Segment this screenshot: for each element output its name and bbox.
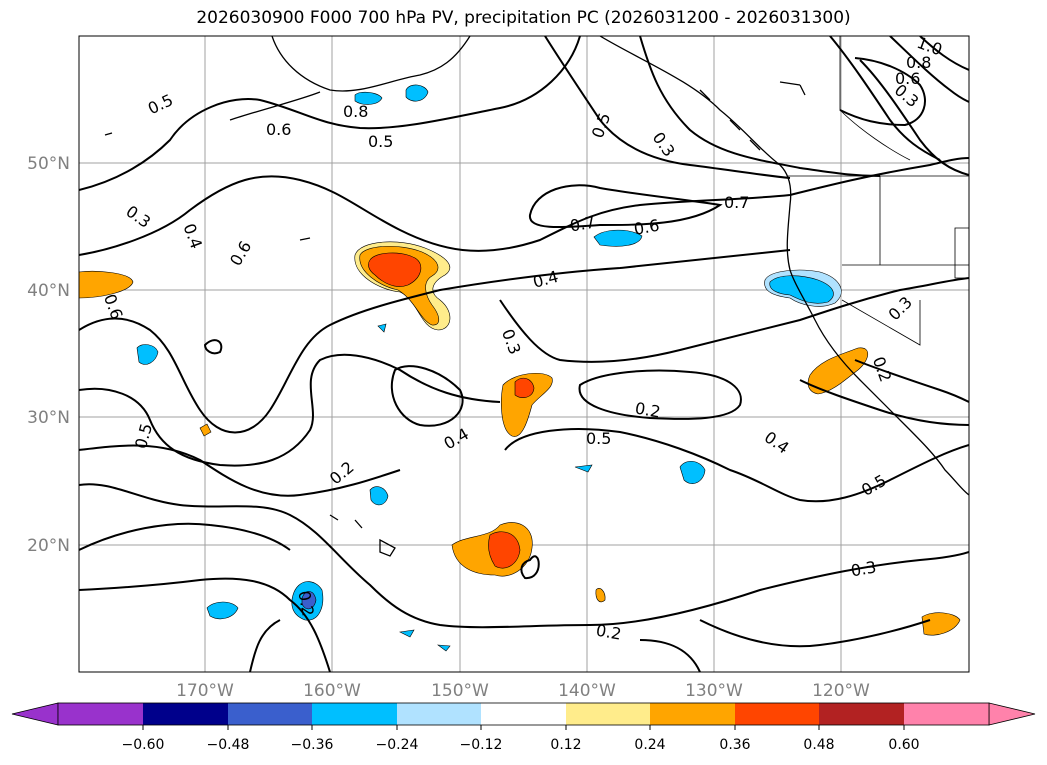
colorbar-tick-label: −0.24	[376, 737, 419, 753]
colorbar: −0.60 −0.48 −0.36 −0.24 −0.12 0.12 0.24 …	[11, 702, 1036, 753]
precip-positive-area	[488, 531, 521, 569]
precip-positive-area	[595, 588, 606, 603]
contour-label: 0.6	[266, 120, 291, 139]
lon-axis-labels: 170°W 160°W 150°W 140°W 130°W 120°W	[176, 681, 870, 701]
contour-label: 0.8	[906, 53, 931, 72]
colorbar-segment	[397, 703, 481, 725]
lat-label: 30°N	[27, 408, 70, 428]
contour-label: 0.6	[632, 216, 660, 239]
map-title: 2026030900 F000 700 hPa PV, precipitatio…	[196, 8, 851, 28]
colorbar-segment	[904, 703, 989, 725]
precip-negative-area	[369, 486, 389, 506]
contour-label: 0.5	[586, 429, 611, 448]
lon-label: 140°W	[558, 681, 616, 701]
pv-contours	[79, 36, 969, 672]
precip-shading	[79, 84, 961, 652]
precip-negative-area	[593, 229, 643, 247]
precip-negative-area	[405, 84, 429, 102]
plot-frame	[78, 35, 970, 673]
precip-positive-area	[807, 347, 869, 395]
precip-negative-area	[377, 323, 387, 333]
precip-negative-area	[136, 344, 159, 365]
lon-label: 120°W	[812, 681, 870, 701]
contour-label: 0.7	[724, 193, 749, 212]
precip-negative-area	[399, 629, 415, 638]
lon-label: 160°W	[303, 681, 361, 701]
colorbar-segment	[481, 703, 566, 725]
colorbar-segment	[566, 703, 650, 725]
lon-label: 170°W	[176, 681, 234, 701]
precip-positive-area	[514, 377, 535, 398]
contour-label: 0.7	[568, 212, 596, 235]
colorbar-extend-left	[11, 702, 59, 726]
colorbar-tick-label: 0.24	[634, 737, 665, 753]
lon-label: 150°W	[431, 681, 489, 701]
colorbar-segment	[312, 703, 397, 725]
colorbar-segment	[650, 703, 735, 725]
colorbar-tick-label: 0.12	[550, 737, 581, 753]
contour-label: 0.5	[368, 132, 393, 151]
precip-positive-area	[921, 612, 961, 636]
contour-label: 0.6	[895, 69, 920, 88]
precip-negative-area	[769, 275, 834, 304]
contour-label: 0.8	[343, 102, 368, 121]
contour-label: 0.2	[595, 621, 623, 644]
lat-axis-labels: 50°N 40°N 30°N 20°N	[27, 154, 70, 556]
lat-label: 40°N	[27, 281, 70, 301]
colorbar-tick-label: −0.60	[122, 737, 165, 753]
precip-positive-area	[368, 252, 422, 287]
lat-label: 20°N	[27, 536, 70, 556]
contour-label: 0.2	[294, 589, 317, 617]
precip-negative-area	[301, 591, 317, 610]
contour-label: 0.3	[849, 557, 877, 580]
contour-label: 0.2	[634, 398, 662, 421]
colorbar-tick-label: −0.36	[291, 737, 334, 753]
precip-positive-area	[79, 271, 134, 299]
precip-positive-area	[199, 423, 212, 437]
colorbar-tick-label: −0.12	[460, 737, 503, 753]
colorbar-tick-label: 0.36	[719, 737, 750, 753]
precip-negative-area	[436, 644, 451, 652]
colorbar-extend-right	[988, 702, 1036, 726]
precip-negative-area	[574, 464, 593, 473]
gridlines	[79, 36, 969, 672]
precip-negative-area	[354, 91, 383, 105]
precip-negative-area	[206, 601, 239, 620]
lat-label: 50°N	[27, 154, 70, 174]
precip-positive-area	[501, 372, 553, 437]
colorbar-segment	[819, 703, 904, 725]
colorbar-segment	[228, 703, 312, 725]
colorbar-tick-label: 0.60	[888, 737, 919, 753]
colorbar-tick-label: −0.48	[207, 737, 250, 753]
colorbar-tick-label: 0.48	[803, 737, 834, 753]
lon-label: 130°W	[685, 681, 743, 701]
colorbar-segment	[58, 703, 143, 725]
precip-negative-area	[679, 461, 706, 484]
colorbar-segment	[735, 703, 819, 725]
colorbar-segment	[143, 703, 228, 725]
